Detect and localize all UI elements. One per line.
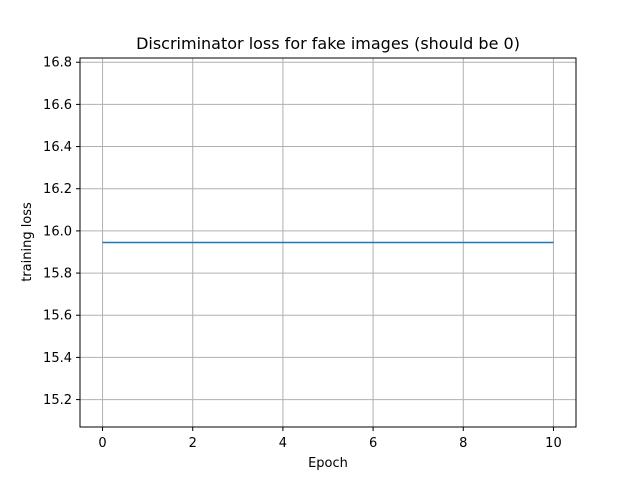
y-axis-label: training loss — [20, 202, 35, 282]
y-tick-label: 16.0 — [43, 224, 72, 239]
y-tick-label: 16.8 — [43, 56, 72, 71]
y-tick-label: 16.2 — [43, 182, 72, 197]
y-tick-label: 16.6 — [43, 98, 72, 113]
x-tick-label: 8 — [459, 436, 467, 451]
x-tick-label: 4 — [279, 436, 287, 451]
axis-ticks: 0 2 4 6 8 10 15.2 15.4 15.6 15.8 16.0 16.2 16.4 16.6 1… — [43, 56, 562, 451]
y-tick-label: 16.4 — [43, 140, 72, 155]
y-tick-label: 15.2 — [43, 393, 72, 408]
y-tick-label: 15.4 — [43, 351, 72, 366]
x-tick-label: 0 — [98, 436, 106, 451]
x-tick-label: 2 — [189, 436, 197, 451]
x-axis-label: Epoch — [308, 456, 348, 471]
plot-frame — [79, 57, 577, 428]
y-tick-label: 15.6 — [43, 309, 72, 324]
x-tick-label: 10 — [545, 436, 562, 451]
y-tick-label: 15.8 — [43, 267, 72, 282]
x-tick-label: 6 — [369, 436, 377, 451]
chart-title: Discriminator loss for fake images (shou… — [136, 34, 520, 53]
